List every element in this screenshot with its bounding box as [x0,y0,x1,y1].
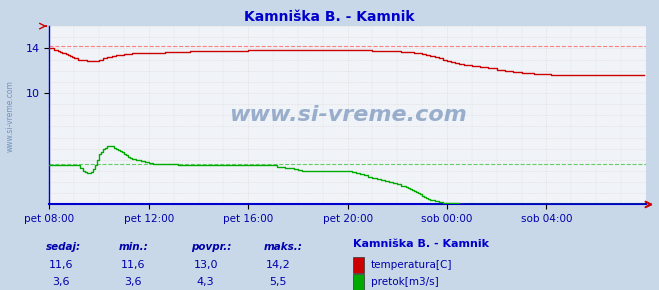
Text: 11,6: 11,6 [121,260,146,270]
Text: www.si-vreme.com: www.si-vreme.com [229,105,467,125]
Text: min.:: min.: [119,242,148,252]
Text: Kamniška B. - Kamnik: Kamniška B. - Kamnik [353,240,488,249]
Text: 4,3: 4,3 [197,277,214,287]
Text: pretok[m3/s]: pretok[m3/s] [371,277,439,287]
Text: povpr.:: povpr.: [191,242,231,252]
Text: 5,5: 5,5 [270,277,287,287]
Text: maks.:: maks.: [264,242,302,252]
Text: www.si-vreme.com: www.si-vreme.com [5,80,14,152]
Text: 14,2: 14,2 [266,260,291,270]
Text: 13,0: 13,0 [193,260,218,270]
Text: temperatura[C]: temperatura[C] [371,260,453,270]
Text: sedaj:: sedaj: [46,242,81,252]
Text: 3,6: 3,6 [125,277,142,287]
Text: Kamniška B. - Kamnik: Kamniška B. - Kamnik [244,10,415,24]
Text: 11,6: 11,6 [48,260,73,270]
Text: 3,6: 3,6 [52,277,69,287]
